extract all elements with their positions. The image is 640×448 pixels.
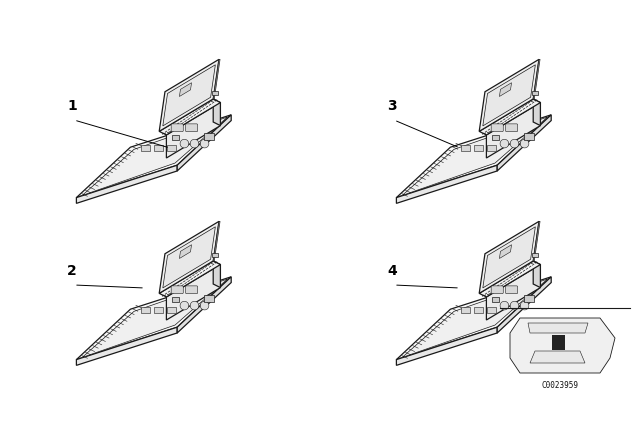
Polygon shape	[483, 65, 535, 126]
Polygon shape	[497, 115, 551, 171]
Polygon shape	[163, 65, 215, 126]
Text: C0023959: C0023959	[541, 380, 579, 389]
Polygon shape	[497, 277, 551, 333]
Polygon shape	[159, 99, 220, 135]
Polygon shape	[479, 221, 539, 293]
Polygon shape	[159, 261, 220, 297]
Polygon shape	[479, 99, 540, 135]
Polygon shape	[528, 323, 588, 333]
Text: 1: 1	[67, 99, 77, 113]
Polygon shape	[82, 279, 228, 358]
Bar	[204, 295, 214, 302]
FancyBboxPatch shape	[186, 286, 198, 293]
Text: 2: 2	[67, 264, 77, 278]
Text: 4: 4	[387, 264, 397, 278]
Bar	[492, 297, 499, 302]
Polygon shape	[177, 277, 231, 333]
Polygon shape	[510, 318, 615, 373]
Bar	[212, 253, 218, 257]
Circle shape	[520, 301, 529, 310]
Polygon shape	[76, 327, 177, 366]
Polygon shape	[213, 221, 220, 261]
Polygon shape	[499, 245, 511, 258]
Bar	[212, 91, 218, 95]
Bar	[172, 297, 179, 302]
Polygon shape	[213, 99, 220, 125]
Circle shape	[200, 139, 209, 148]
Polygon shape	[533, 99, 540, 125]
Polygon shape	[213, 59, 220, 99]
Polygon shape	[159, 221, 219, 293]
Polygon shape	[76, 115, 231, 198]
FancyBboxPatch shape	[186, 124, 198, 132]
Polygon shape	[402, 117, 548, 195]
Bar	[487, 145, 496, 151]
Polygon shape	[76, 165, 177, 203]
FancyBboxPatch shape	[171, 124, 183, 132]
Bar	[474, 145, 483, 151]
Bar	[167, 145, 176, 151]
Polygon shape	[166, 265, 220, 320]
Polygon shape	[177, 115, 231, 171]
Polygon shape	[166, 103, 220, 158]
Bar	[141, 307, 150, 313]
Polygon shape	[163, 227, 215, 288]
Bar	[532, 253, 538, 257]
Polygon shape	[486, 103, 540, 158]
Polygon shape	[499, 83, 511, 96]
Bar	[141, 145, 150, 151]
Polygon shape	[213, 261, 220, 288]
Bar	[154, 145, 163, 151]
Circle shape	[190, 301, 199, 310]
Polygon shape	[479, 261, 540, 297]
Polygon shape	[396, 115, 551, 198]
Bar	[474, 307, 483, 313]
FancyBboxPatch shape	[506, 286, 518, 293]
Polygon shape	[82, 117, 228, 195]
Polygon shape	[396, 165, 497, 203]
Circle shape	[200, 301, 209, 310]
Bar	[461, 145, 470, 151]
Circle shape	[180, 139, 189, 148]
Bar	[524, 295, 534, 302]
Polygon shape	[533, 59, 540, 99]
Bar	[172, 134, 179, 140]
FancyBboxPatch shape	[491, 124, 503, 132]
Polygon shape	[533, 221, 540, 261]
Polygon shape	[552, 335, 565, 350]
Polygon shape	[479, 59, 539, 131]
Bar	[154, 307, 163, 313]
FancyBboxPatch shape	[506, 124, 518, 132]
Polygon shape	[159, 59, 219, 131]
FancyBboxPatch shape	[491, 286, 503, 293]
Bar	[204, 133, 214, 140]
Bar	[487, 307, 496, 313]
Circle shape	[500, 139, 509, 148]
Polygon shape	[483, 227, 535, 288]
Bar	[461, 307, 470, 313]
Circle shape	[500, 301, 509, 310]
Circle shape	[180, 301, 189, 310]
Polygon shape	[530, 351, 585, 363]
Text: 3: 3	[387, 99, 397, 113]
Polygon shape	[179, 83, 191, 96]
Circle shape	[520, 139, 529, 148]
Polygon shape	[402, 279, 548, 358]
Bar	[524, 133, 534, 140]
Circle shape	[510, 301, 519, 310]
Polygon shape	[179, 245, 191, 258]
Polygon shape	[486, 265, 540, 320]
Circle shape	[190, 139, 199, 148]
Polygon shape	[396, 327, 497, 366]
Polygon shape	[533, 261, 540, 288]
Polygon shape	[76, 277, 231, 360]
Bar	[532, 91, 538, 95]
FancyBboxPatch shape	[171, 286, 183, 293]
Polygon shape	[396, 277, 551, 360]
Bar	[167, 307, 176, 313]
Circle shape	[510, 139, 519, 148]
Bar	[492, 134, 499, 140]
